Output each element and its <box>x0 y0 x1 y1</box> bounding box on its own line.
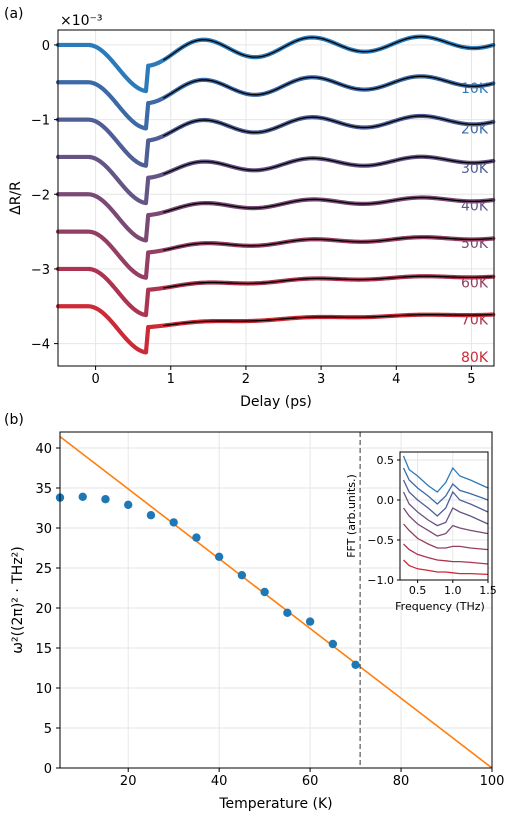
panel-b-frame <box>59 431 493 769</box>
y-tick-label: 30 <box>35 522 52 537</box>
fit-line <box>162 36 493 61</box>
panel-b-xlabel: Temperature (K) <box>218 796 332 812</box>
data-point <box>305 617 315 626</box>
inset-xlabel: Frequency (THz) <box>395 600 485 613</box>
fit-line <box>163 275 493 289</box>
x-tick-label: 100 <box>480 774 505 789</box>
panel-label-a: (a) <box>4 6 24 22</box>
y-tick-label: 0 <box>42 39 50 54</box>
x-tick-label: 1.5 <box>479 584 497 597</box>
fit-line <box>163 156 493 175</box>
y-tick-label: −4 <box>31 338 50 353</box>
fft-trace <box>403 523 489 551</box>
panel-a-frame <box>57 29 495 367</box>
y-tick-label: 35 <box>35 482 52 497</box>
data-point <box>351 660 360 669</box>
x-tick-label: 0 <box>91 372 99 387</box>
panel-a-offset-text: ×10⁻³ <box>60 13 103 29</box>
fit-line <box>163 313 493 327</box>
data-trace <box>55 74 496 131</box>
panel-b-ticks: 20 40 60 80 100 0 5 10 15 20 25 30 35 40 <box>35 442 504 789</box>
fft-trace <box>402 479 489 517</box>
y-tick-label: 0.5 <box>377 454 395 467</box>
data-point <box>260 587 269 597</box>
y-tick-label: −3 <box>31 263 50 278</box>
panel-a-ticks: 0 1 2 3 4 5 0 −1 −2 −3 −4 <box>31 39 476 387</box>
inset-ylabel: FFT (arb.units.) <box>345 474 358 558</box>
series-label: 80K <box>461 350 489 366</box>
data-point <box>124 500 133 509</box>
series-label: 30K <box>461 161 489 177</box>
data-trace <box>55 192 496 243</box>
x-tick-label: 40 <box>211 774 228 789</box>
x-tick-label: 0.5 <box>409 584 427 597</box>
y-tick-label: 0 <box>44 762 52 777</box>
y-tick-label: 20 <box>35 602 52 617</box>
inset-data <box>402 455 489 576</box>
fit-line <box>163 196 493 213</box>
y-tick-label: −2 <box>31 188 50 203</box>
fft-trace <box>402 491 489 527</box>
x-tick-label: 5 <box>467 372 475 387</box>
fft-trace <box>402 507 489 537</box>
x-tick-label: 1 <box>167 372 175 387</box>
data-point <box>192 533 201 542</box>
y-tick-label: 0.0 <box>377 494 395 507</box>
fit-line <box>162 115 493 137</box>
linear-fit-line <box>59 436 493 769</box>
data-point <box>214 552 224 561</box>
y-tick-label: 25 <box>35 562 52 577</box>
fit-line <box>163 236 493 251</box>
panel-b-ylabel: ω²((2π)² · THz²) <box>10 546 26 654</box>
fft-trace <box>403 543 489 565</box>
y-tick-label: 15 <box>35 642 52 657</box>
panel-label-b: (b) <box>4 412 24 428</box>
inset-ticks: 0.5 1.0 1.5 0.5 0.0 −0.5 −1.0 <box>367 454 496 597</box>
x-tick-label: 80 <box>393 774 410 789</box>
x-tick-label: 2 <box>242 372 250 387</box>
data-point <box>169 518 178 527</box>
fft-trace <box>403 559 489 576</box>
y-tick-label: −1 <box>31 114 50 129</box>
panel-b-data <box>55 432 493 769</box>
data-point <box>101 495 110 504</box>
data-point <box>78 492 87 501</box>
data-point <box>328 639 338 649</box>
panel-a-xlabel: Delay (ps) <box>240 394 312 410</box>
y-tick-label: −0.5 <box>367 534 394 547</box>
y-tick-label: 10 <box>35 682 52 697</box>
fft-trace <box>402 467 489 505</box>
data-point <box>283 608 292 617</box>
x-tick-label: 4 <box>392 372 400 387</box>
y-tick-label: 5 <box>44 722 52 737</box>
data-point <box>146 511 156 520</box>
x-tick-label: 20 <box>120 774 137 789</box>
fft-trace <box>402 455 489 493</box>
x-tick-label: 60 <box>302 774 319 789</box>
y-tick-label: −1.0 <box>367 574 394 587</box>
y-tick-label: 40 <box>35 442 52 457</box>
x-tick-label: 1.0 <box>444 584 462 597</box>
x-tick-label: 3 <box>317 372 325 387</box>
inset-frame <box>399 451 489 581</box>
data-point <box>237 571 247 580</box>
data-trace <box>55 304 496 355</box>
data-trace <box>55 229 496 280</box>
panel-a-ylabel: ΔR/R <box>8 181 24 215</box>
fit-line <box>162 75 493 99</box>
